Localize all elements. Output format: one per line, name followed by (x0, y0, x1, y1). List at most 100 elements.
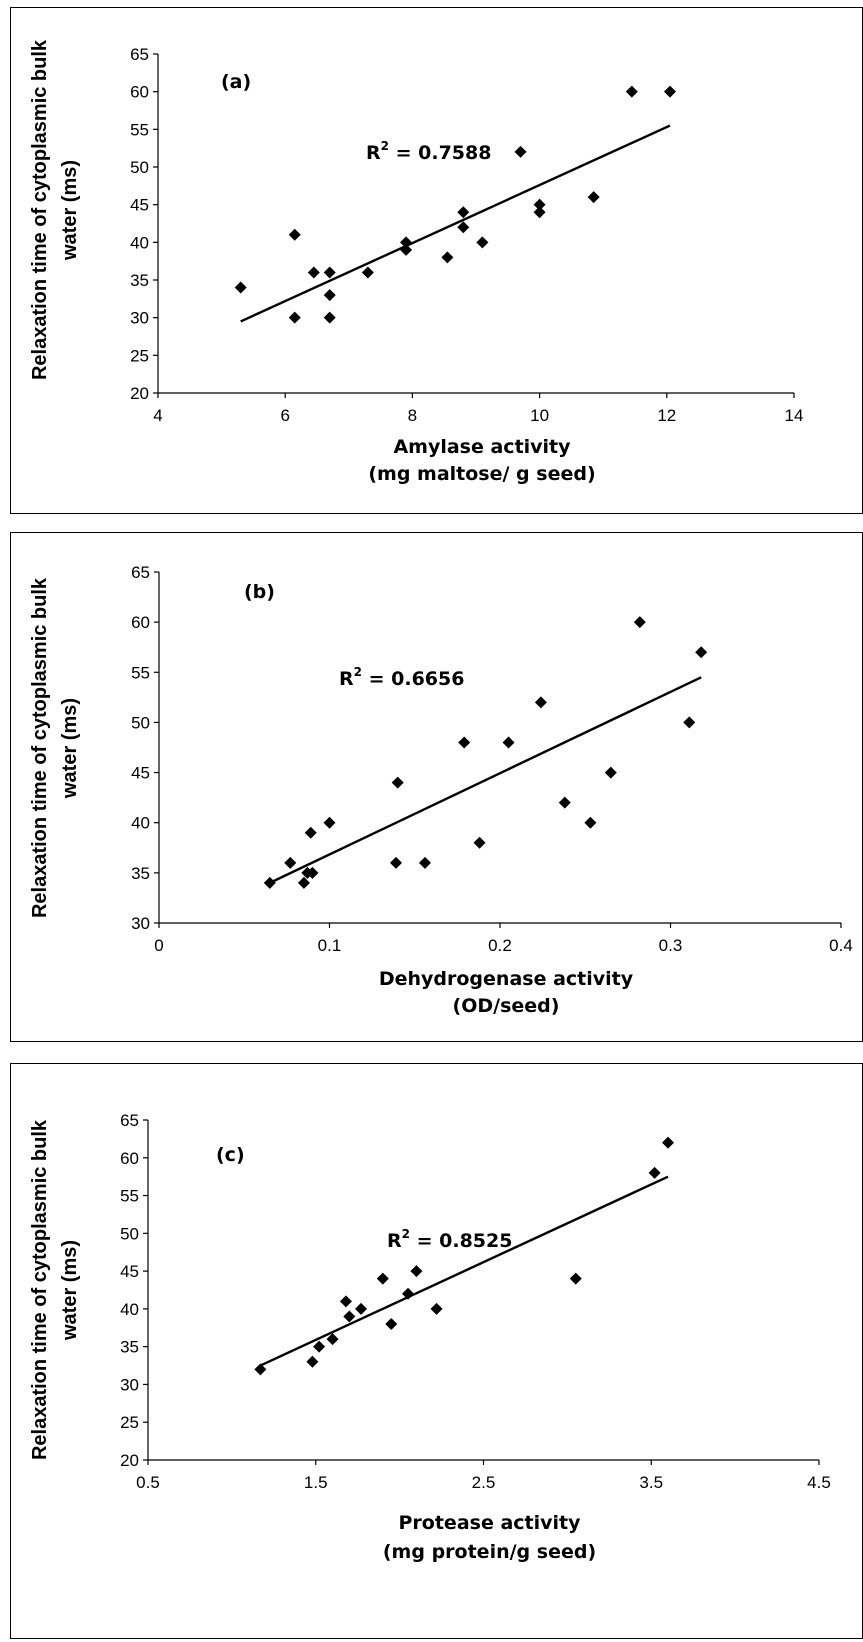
data-point (502, 736, 515, 749)
y-tick-label: 20 (130, 384, 149, 403)
r-squared-label: R2 = 0.6656 (339, 665, 464, 690)
chart-panel-b: 30 35 40 45 50 55 60 65 0 0.1 0.2 0.3 0.4 Relaxation … (10, 532, 863, 1042)
data-point (288, 228, 301, 241)
panel-label: (c) (216, 1144, 245, 1166)
y-tick-label: 60 (131, 613, 150, 632)
data-point (584, 816, 597, 829)
scatter-chart-c: 20 25 30 35 40 45 50 55 60 65 0.5 1.5 2.5 3.5 4.5 Relax… (29, 1111, 831, 1563)
x-tick-label: 1.5 (304, 1473, 328, 1492)
x-tick-label: 14 (785, 406, 804, 425)
data-point (663, 85, 676, 98)
x-axis-label-line2: (mg protein/g seed) (383, 1541, 596, 1563)
y-tick-label: 50 (131, 713, 150, 732)
y-tick-label: 30 (120, 1375, 139, 1394)
data-point (254, 1363, 267, 1376)
x-tick-label: 0.4 (829, 936, 853, 955)
trendline (240, 124, 671, 323)
data-point (361, 266, 374, 279)
y-tick-label: 45 (131, 764, 150, 783)
trendline (269, 676, 702, 884)
y-tick-label: 55 (130, 120, 149, 139)
panel-label: (b) (244, 581, 275, 603)
x-tick-label: 6 (280, 406, 289, 425)
data-point (323, 816, 336, 829)
y-axis-label-line2: water (ms) (59, 698, 81, 799)
data-point (534, 696, 547, 709)
chart-panel-a: 20 25 30 35 40 45 50 55 60 65 4 6 8 10 12 14 Relaxation … (10, 7, 863, 514)
x-tick-label: 0.5 (136, 1473, 160, 1492)
x-tick-label: 12 (657, 406, 676, 425)
y-axis-label-line1: Relaxation time of cytoplasmic bulk (29, 39, 51, 380)
y-tick-label: 50 (120, 1224, 139, 1243)
y-axis-label-line2: water (ms) (59, 160, 81, 261)
y-tick-label: 35 (130, 271, 149, 290)
y-tick-label: 20 (120, 1451, 139, 1470)
chart-panel-c: 20 25 30 35 40 45 50 55 60 65 0.5 1.5 2.5 3.5 4.5 Relax… (10, 1063, 863, 1639)
r-squared-label: R2 = 0.7588 (366, 139, 491, 164)
scatter-chart-b: 30 35 40 45 50 55 60 65 0 0.1 0.2 0.3 0.4 Relaxation … (29, 563, 853, 1017)
y-tick-label: 60 (120, 1149, 139, 1168)
r-squared-label: R2 = 0.8525 (387, 1227, 512, 1252)
data-point (533, 198, 546, 211)
y-tick-label: 60 (130, 83, 149, 102)
x-axis-label-line1: Dehydrogenase activity (379, 968, 634, 990)
x-axis-label-line1: Protease activity (399, 1512, 582, 1534)
data-point (402, 1287, 415, 1300)
data-point (376, 1272, 389, 1285)
data-point (400, 243, 413, 256)
data-point (441, 251, 454, 264)
x-axis-label-line2: (OD/seed) (453, 995, 560, 1017)
x-tick-label: 3.5 (639, 1473, 663, 1492)
x-tick-label: 2.5 (472, 1473, 496, 1492)
data-point (323, 289, 336, 302)
data-point (343, 1310, 356, 1323)
data-point (288, 311, 301, 324)
data-point (410, 1265, 423, 1278)
y-tick-label: 40 (131, 814, 150, 833)
data-point (587, 191, 600, 204)
data-point (458, 736, 471, 749)
data-point (307, 266, 320, 279)
data-point (339, 1295, 352, 1308)
data-point (533, 206, 546, 219)
data-point (558, 796, 571, 809)
data-point (391, 776, 404, 789)
data-point (569, 1272, 582, 1285)
x-axis-label-line2: (mg maltose/ g seed) (368, 463, 595, 485)
y-tick-label: 40 (130, 233, 149, 252)
data-point (326, 1333, 339, 1346)
data-point (662, 1136, 675, 1149)
data-point (284, 856, 297, 869)
data-point (457, 206, 470, 219)
data-point (385, 1318, 398, 1330)
data-point (389, 856, 402, 869)
y-tick-label: 65 (130, 45, 149, 64)
x-tick-label: 8 (408, 406, 417, 425)
data-point (313, 1340, 326, 1353)
y-axis-label-line1: Relaxation time of cytoplasmic bulk (29, 577, 51, 918)
data-point (633, 616, 646, 629)
data-point (418, 856, 431, 869)
scatter-chart-a: 20 25 30 35 40 45 50 55 60 65 4 6 8 10 12 14 Relaxation … (29, 39, 804, 485)
y-tick-label: 40 (120, 1300, 139, 1319)
x-tick-label: 4 (153, 406, 162, 425)
data-point (306, 866, 319, 879)
y-tick-label: 55 (120, 1187, 139, 1206)
y-tick-label: 45 (130, 196, 149, 215)
y-axis-label-line1: Relaxation time of cytoplasmic bulk (29, 1119, 51, 1460)
data-point (473, 836, 486, 849)
data-point (514, 145, 527, 158)
data-point (648, 1166, 661, 1179)
data-point (306, 1355, 319, 1368)
data-point (323, 311, 336, 324)
x-tick-label: 0.3 (659, 936, 683, 955)
y-tick-label: 50 (130, 158, 149, 177)
y-tick-label: 55 (131, 663, 150, 682)
data-point (263, 876, 276, 889)
data-point (430, 1302, 443, 1315)
data-point (234, 281, 247, 294)
data-point (604, 766, 617, 779)
y-tick-label: 65 (120, 1111, 139, 1130)
data-point (400, 236, 413, 249)
data-point (297, 876, 310, 889)
